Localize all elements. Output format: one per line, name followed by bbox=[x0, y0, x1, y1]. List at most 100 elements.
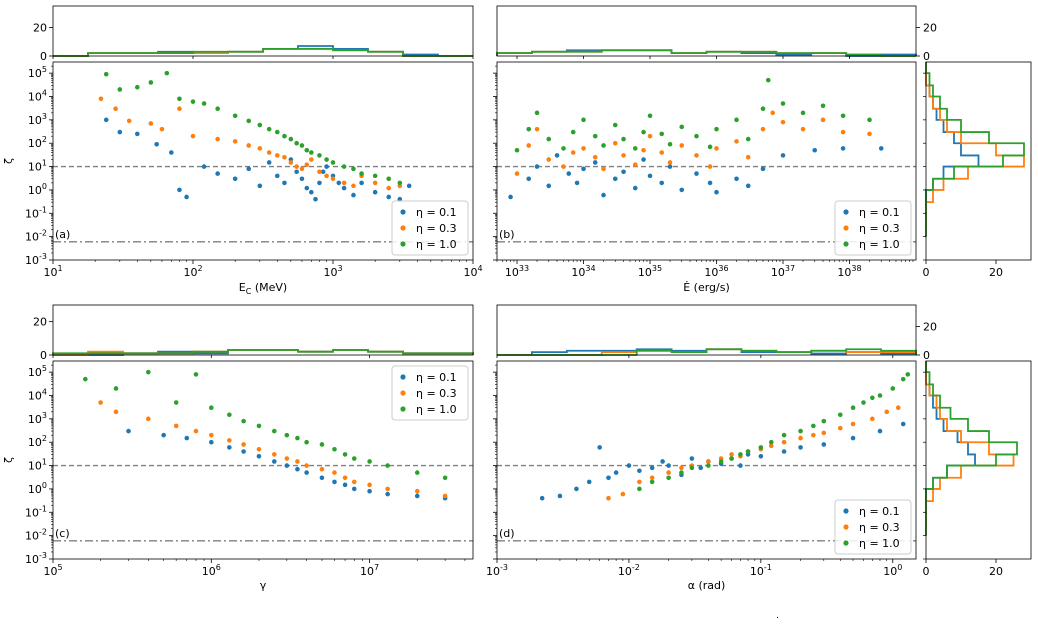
legend-box bbox=[391, 365, 469, 421]
data-point bbox=[83, 376, 88, 382]
data-point bbox=[190, 133, 196, 139]
panel-label: (d) bbox=[499, 527, 515, 540]
y-tick-label: 100 bbox=[28, 481, 47, 496]
data-point bbox=[837, 425, 843, 431]
legend-box bbox=[391, 200, 469, 256]
data-point bbox=[768, 443, 774, 449]
y-axis-label: ζ bbox=[2, 457, 15, 463]
y-tick-label: 10-3 bbox=[25, 551, 47, 566]
x-tick-label: 1035 bbox=[638, 264, 662, 279]
data-point bbox=[895, 405, 901, 411]
data-point bbox=[597, 445, 602, 450]
data-point bbox=[332, 470, 337, 475]
histogram-step bbox=[925, 62, 1025, 237]
legend-label: η = 0.3 bbox=[416, 387, 457, 400]
data-point bbox=[659, 180, 665, 186]
y-tick-label: 102 bbox=[28, 135, 47, 150]
data-point bbox=[126, 118, 132, 124]
x-tick-label: 10-1 bbox=[750, 563, 772, 578]
data-point bbox=[342, 452, 348, 457]
legend-marker bbox=[400, 225, 406, 231]
data-point bbox=[351, 166, 356, 172]
axes-frame bbox=[496, 360, 917, 560]
data-point bbox=[613, 470, 619, 475]
y-tick-label: 103 bbox=[28, 112, 47, 127]
data-point bbox=[758, 453, 764, 459]
legend-label: η = 1.0 bbox=[859, 238, 900, 251]
data-point bbox=[780, 153, 786, 158]
data-point bbox=[386, 194, 392, 200]
footer-mark: . bbox=[776, 611, 779, 621]
x-axis-label: γ bbox=[260, 579, 267, 592]
data-point bbox=[557, 493, 563, 499]
data-point bbox=[117, 129, 123, 135]
data-point bbox=[98, 96, 104, 102]
data-point bbox=[288, 160, 294, 165]
y-tick-label: 10-1 bbox=[25, 504, 47, 519]
data-point bbox=[148, 121, 154, 126]
data-point bbox=[606, 495, 611, 501]
data-point bbox=[324, 173, 329, 179]
data-point bbox=[734, 117, 739, 123]
x-tick-label: 10-3 bbox=[486, 563, 508, 578]
data-point bbox=[738, 452, 743, 457]
data-point bbox=[850, 421, 856, 427]
data-point bbox=[734, 176, 739, 182]
data-point bbox=[821, 418, 827, 424]
histogram-y-tick-label: 0 bbox=[40, 349, 47, 362]
histogram-frame bbox=[925, 360, 1032, 560]
data-point bbox=[304, 470, 309, 475]
data-point bbox=[341, 185, 347, 191]
data-point bbox=[667, 141, 673, 147]
data-point bbox=[734, 139, 739, 144]
data-point bbox=[294, 164, 299, 169]
data-point bbox=[649, 479, 655, 485]
data-point bbox=[359, 171, 364, 176]
legend-label: η = 0.3 bbox=[859, 521, 900, 534]
data-point bbox=[546, 183, 552, 189]
legend: η = 0.1 η = 0.3 η = 1.0 bbox=[391, 365, 469, 421]
right-histogram-hist_right_bottom: 0 20 bbox=[923, 360, 1032, 578]
right-histogram-hist_right_top: 0 20 bbox=[923, 61, 1032, 279]
data-point bbox=[386, 176, 392, 182]
data-point bbox=[698, 465, 703, 471]
data-point bbox=[304, 439, 309, 445]
data-point bbox=[256, 423, 262, 429]
data-point bbox=[320, 169, 326, 175]
data-point bbox=[164, 70, 170, 76]
data-point bbox=[385, 486, 390, 492]
data-point bbox=[706, 463, 711, 468]
legend-label: η = 0.3 bbox=[416, 222, 457, 235]
legend-label: η = 0.1 bbox=[416, 206, 457, 219]
data-point bbox=[385, 463, 390, 468]
top-histogram-b: 0 20 bbox=[496, 5, 937, 63]
data-point bbox=[514, 147, 520, 153]
data-point bbox=[284, 432, 290, 438]
data-point bbox=[840, 146, 846, 151]
data-point bbox=[317, 169, 322, 175]
data-point bbox=[284, 463, 290, 468]
data-point bbox=[641, 157, 646, 162]
data-point bbox=[442, 475, 448, 481]
series-1.0 bbox=[637, 372, 911, 492]
data-point bbox=[592, 133, 598, 139]
data-point bbox=[877, 393, 883, 398]
data-point bbox=[304, 162, 310, 168]
data-point bbox=[98, 400, 103, 405]
data-point bbox=[586, 479, 592, 485]
data-point bbox=[359, 180, 364, 186]
data-point bbox=[884, 409, 890, 415]
series-0.1 bbox=[126, 428, 448, 501]
histogram-frame bbox=[52, 304, 474, 356]
legend-marker bbox=[400, 390, 406, 396]
y-tick-label: 105 bbox=[28, 364, 47, 379]
data-point bbox=[581, 166, 586, 172]
data-point bbox=[667, 160, 673, 165]
histogram-y-tick-label: 20 bbox=[33, 21, 47, 34]
data-point bbox=[867, 117, 872, 123]
data-point bbox=[266, 150, 272, 155]
data-point bbox=[397, 196, 403, 202]
data-point bbox=[299, 176, 305, 182]
data-point bbox=[232, 113, 238, 119]
